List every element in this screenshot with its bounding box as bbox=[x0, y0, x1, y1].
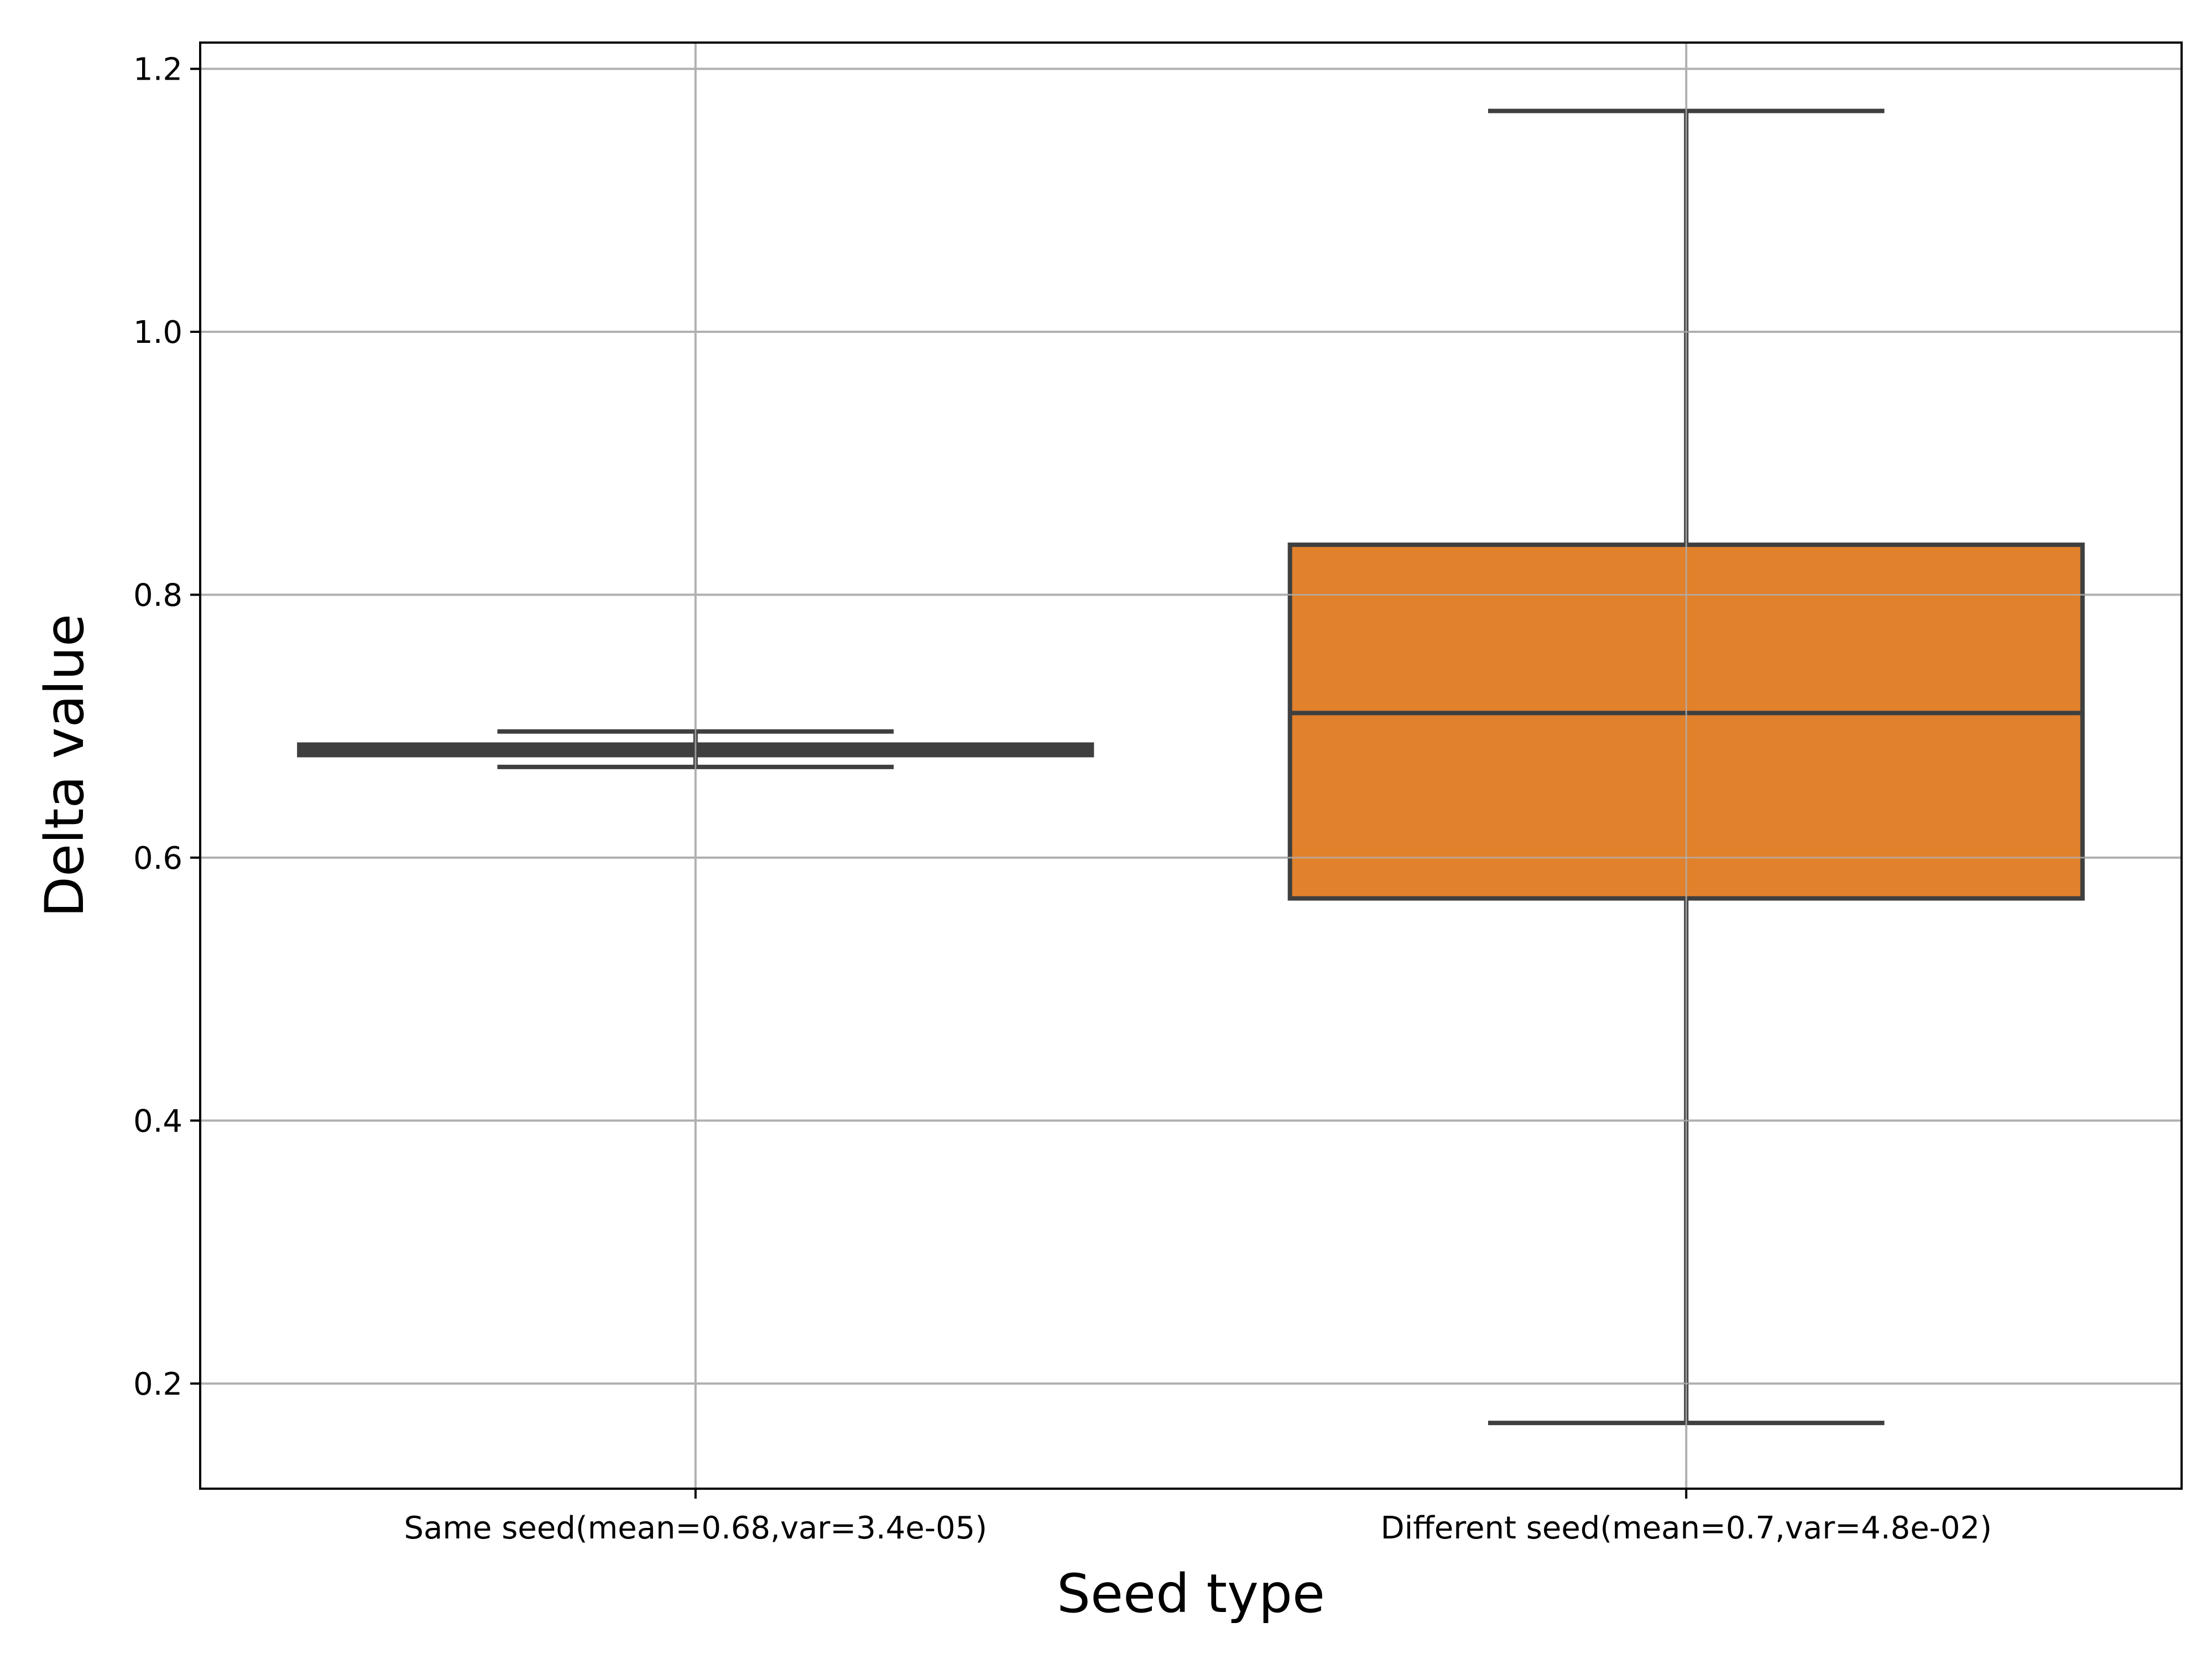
y-tick-label: 0.2 bbox=[133, 1366, 182, 1402]
axis-ticks: 0.2 0.4 0.6 0.8 1.0 1.2 Same seed(mean=0.68,va… bbox=[133, 52, 1992, 1546]
y-tick-label: 0.4 bbox=[133, 1103, 182, 1139]
x-tick-label: Different seed(mean=0.7,var=4.8e-02) bbox=[1380, 1510, 1992, 1546]
y-tick-label: 0.6 bbox=[133, 841, 182, 877]
y-tick-label: 1.0 bbox=[133, 315, 182, 351]
y-tick-label: 0.8 bbox=[133, 577, 182, 613]
x-axis-title: Seed type bbox=[1057, 1563, 1325, 1625]
x-tick-label: Same seed(mean=0.68,var=3.4e-05) bbox=[404, 1510, 987, 1546]
y-axis-title: Delta value bbox=[34, 614, 96, 917]
plot-frame bbox=[199, 41, 2183, 1490]
boxes bbox=[200, 43, 2182, 1489]
y-tick-label: 1.2 bbox=[133, 52, 182, 88]
